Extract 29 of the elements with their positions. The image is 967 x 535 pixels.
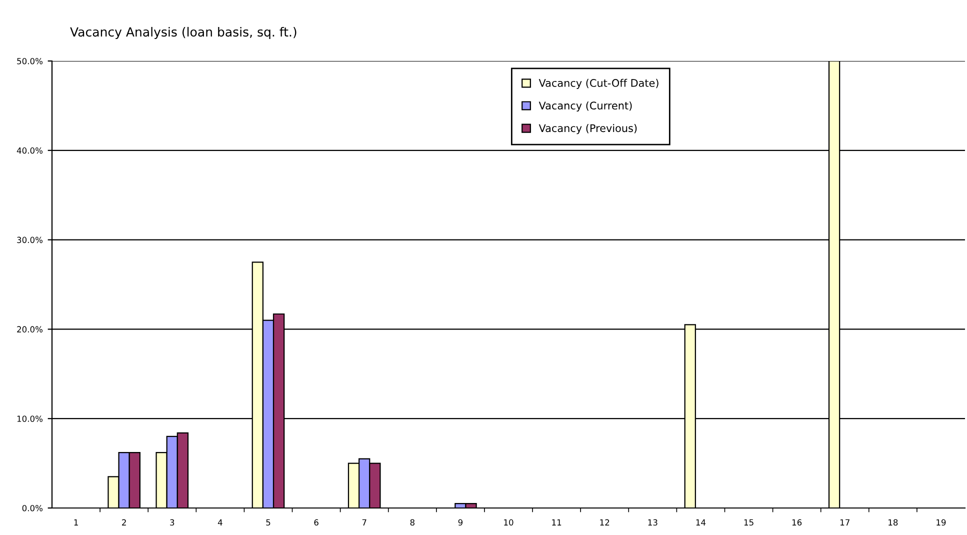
legend-label: Vacancy (Previous) xyxy=(538,124,637,134)
x-tick-label: 14 xyxy=(696,519,706,526)
x-tick-label: 1 xyxy=(74,519,78,526)
x-tick-label: 5 xyxy=(266,519,270,526)
x-tick-label: 19 xyxy=(936,519,946,526)
x-tick-label: 16 xyxy=(792,519,802,526)
x-tick-label: 17 xyxy=(840,519,850,526)
x-tick-label: 2 xyxy=(122,519,126,526)
y-tick-label: 40.0% xyxy=(16,147,43,154)
y-tick-label: 20.0% xyxy=(17,326,43,332)
y-tick-label: 0.0% xyxy=(22,504,43,512)
y-tick-label: 10.0% xyxy=(17,416,43,422)
x-tick-label: 7 xyxy=(362,519,366,526)
x-tick-label: 6 xyxy=(314,519,318,526)
x-tick-label: 10 xyxy=(504,519,514,526)
x-tick-label: 15 xyxy=(744,519,754,526)
y-tick-label: 50.0% xyxy=(17,58,43,64)
x-tick-label: 3 xyxy=(170,519,174,526)
legend-label: Vacancy (Current) xyxy=(538,101,632,112)
x-tick-label: 18 xyxy=(888,519,898,526)
x-tick-label: 4 xyxy=(218,519,222,526)
chart-title: Vacancy Analysis (loan basis, sq. ft.) xyxy=(70,26,296,40)
legend-label: Vacancy (Cut-Off Date) xyxy=(538,78,658,89)
y-tick-label: 30.0% xyxy=(17,236,43,244)
x-tick-label: 11 xyxy=(552,519,562,526)
x-tick-label: 8 xyxy=(410,519,414,526)
x-tick-label: 9 xyxy=(458,519,463,526)
x-tick-label: 12 xyxy=(600,519,610,526)
x-tick-label: 13 xyxy=(648,519,658,526)
